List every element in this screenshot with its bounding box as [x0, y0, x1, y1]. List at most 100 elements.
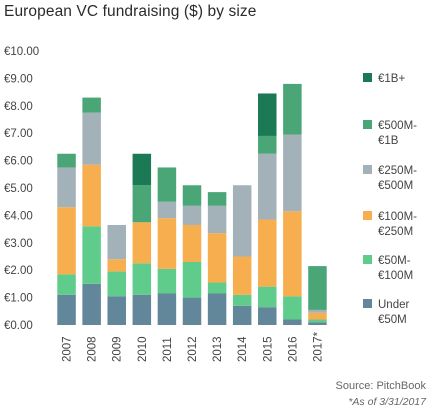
bar-segment	[107, 224, 126, 260]
bar-segment	[157, 293, 177, 325]
bar-segment	[258, 153, 277, 220]
y-tick-label: €0.00	[4, 320, 33, 332]
legend-label: Under €50M	[378, 299, 409, 326]
bar-segment	[207, 282, 227, 294]
bar-segment	[157, 218, 177, 269]
bar-segment	[57, 294, 76, 325]
x-tick-label: 2007	[62, 336, 74, 362]
bar-segment	[283, 134, 302, 212]
y-tick-label: €7.00	[4, 128, 33, 140]
legend-item: Under €50M	[363, 299, 409, 326]
bar-segment	[132, 263, 152, 295]
bar-segment	[308, 322, 327, 325]
legend-label: €50M-€100M	[378, 255, 413, 282]
bar-segment	[308, 309, 327, 313]
legend-swatch	[363, 120, 372, 129]
legend: €1B+ €500M-€1B €250M-€500M €100M-€250M €50M-…	[363, 73, 417, 326]
x-tick-label: 2015	[262, 336, 274, 362]
source-note: Source: PitchBook	[335, 380, 427, 392]
bar-segment	[207, 293, 227, 325]
bar-segment	[57, 274, 76, 295]
bar-segment	[232, 294, 252, 306]
legend-swatch	[363, 211, 372, 220]
x-tick-label: 2008	[87, 336, 99, 362]
bar-segment	[132, 153, 152, 186]
y-tick-label: €1.00	[4, 293, 33, 305]
x-tick-label: 2017*	[312, 331, 324, 362]
x-tick-label: 2016	[287, 336, 299, 362]
bar-segment	[107, 296, 126, 325]
bar-segment	[308, 266, 327, 310]
y-tick-label: €5.00	[4, 183, 33, 195]
bar-segment	[57, 207, 76, 275]
y-tick-label: €6.00	[4, 156, 33, 168]
bar-segment	[308, 312, 327, 320]
legend-item: €1B+	[363, 73, 405, 85]
legend-item: €500M-€1B	[363, 120, 417, 147]
x-tick-label: 2011	[162, 337, 174, 362]
bar-segment	[157, 167, 177, 202]
bar-segment	[157, 201, 177, 219]
bar-segment	[182, 185, 202, 206]
bar-segment	[308, 319, 327, 323]
bars	[57, 83, 327, 325]
y-tick-label: €3.00	[4, 238, 33, 250]
bar-segment	[258, 307, 277, 325]
bar-segment	[82, 283, 101, 325]
bar-segment	[132, 294, 152, 325]
x-tick-label: 2013	[212, 336, 224, 362]
legend-label: €100M-€250M	[378, 211, 417, 238]
chart-title: European VC fundraising ($) by size	[4, 3, 257, 20]
bar-segment	[283, 319, 302, 325]
x-tick-label: 2012	[187, 336, 199, 362]
bar-segment	[82, 164, 101, 227]
bar-segment	[132, 222, 152, 264]
x-axis: 2007 2008 2009 2010 2011 2012 2013 2014 2015 2016…	[62, 331, 325, 362]
bar-segment	[258, 219, 277, 287]
bar-segment	[258, 135, 277, 154]
legend-label: €250M-€500M	[378, 165, 417, 192]
bar-segment	[283, 296, 302, 320]
legend-label: €500M-€1B	[378, 120, 417, 147]
x-tick-label: 2010	[137, 336, 149, 362]
bar-segment	[207, 192, 227, 206]
bar-segment	[57, 153, 76, 168]
bar-segment	[207, 233, 227, 283]
footnote: *As of 3/31/2017	[348, 396, 426, 408]
bar-segment	[82, 226, 101, 284]
bar-segment	[57, 167, 76, 208]
y-tick-label: €10.00	[4, 46, 39, 58]
x-tick-label: 2014	[237, 336, 249, 362]
bar-segment	[182, 261, 202, 298]
bar-segment	[258, 286, 277, 308]
bar-segment	[82, 112, 101, 165]
bar-segment	[157, 268, 177, 294]
legend-item: €100M-€250M	[363, 211, 417, 238]
legend-swatch	[363, 299, 372, 308]
bar-segment	[232, 305, 252, 325]
bar-segment	[182, 224, 202, 262]
bar-segment	[182, 205, 202, 225]
bar-segment	[132, 185, 152, 223]
bar-segment	[182, 297, 202, 325]
bar-segment	[283, 211, 302, 297]
y-tick-label: €8.00	[4, 101, 33, 113]
legend-label: €1B+	[378, 73, 405, 85]
bar-segment	[258, 93, 277, 136]
y-tick-label: €2.00	[4, 265, 33, 277]
bar-segment	[82, 97, 101, 113]
y-axis: €0.00 €1.00 €2.00 €3.00 €4.00 €5.00 €6.00 €7.00…	[4, 46, 39, 332]
legend-swatch	[363, 165, 372, 174]
bar-segment	[232, 185, 252, 257]
legend-swatch	[363, 255, 372, 264]
bar-segment	[232, 256, 252, 295]
y-tick-label: €9.00	[4, 73, 33, 85]
legend-item: €50M-€100M	[363, 255, 413, 282]
legend-swatch	[363, 73, 372, 82]
bar-segment	[283, 83, 302, 135]
x-tick-label: 2009	[112, 336, 124, 362]
y-tick-label: €4.00	[4, 210, 33, 222]
bar-segment	[107, 259, 126, 272]
bar-segment	[207, 205, 227, 234]
legend-item: €250M-€500M	[363, 165, 417, 192]
